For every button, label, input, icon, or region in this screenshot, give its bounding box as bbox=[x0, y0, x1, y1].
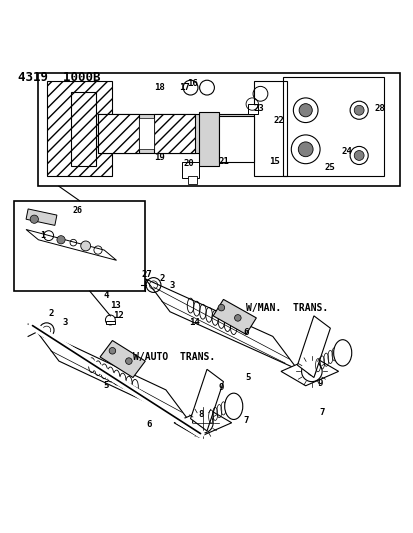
Bar bbox=[106, 321, 115, 324]
Text: 6: 6 bbox=[146, 421, 152, 429]
Text: W/MAN.  TRANS.: W/MAN. TRANS. bbox=[245, 303, 328, 313]
Text: 14: 14 bbox=[189, 318, 199, 327]
Bar bbox=[98, 115, 254, 154]
Circle shape bbox=[298, 103, 311, 117]
Circle shape bbox=[307, 367, 315, 375]
Bar bbox=[47, 82, 112, 176]
Text: 25: 25 bbox=[324, 163, 335, 172]
Polygon shape bbox=[26, 209, 57, 225]
Text: 4: 4 bbox=[103, 291, 109, 300]
Text: 23: 23 bbox=[252, 104, 263, 112]
Circle shape bbox=[81, 241, 90, 251]
Text: 7: 7 bbox=[243, 416, 248, 425]
Bar bbox=[153, 115, 194, 154]
Circle shape bbox=[105, 315, 115, 325]
Text: 26: 26 bbox=[72, 206, 82, 215]
Bar bbox=[71, 92, 96, 166]
Bar bbox=[254, 82, 287, 176]
Text: 18: 18 bbox=[154, 83, 165, 92]
Circle shape bbox=[354, 106, 363, 115]
Text: 20: 20 bbox=[183, 159, 193, 168]
Polygon shape bbox=[34, 328, 190, 423]
Text: W/AUTO  TRANS.: W/AUTO TRANS. bbox=[133, 352, 215, 362]
Polygon shape bbox=[213, 300, 256, 334]
Bar bbox=[182, 161, 198, 178]
Text: 21: 21 bbox=[218, 157, 228, 166]
Text: 5: 5 bbox=[245, 373, 250, 382]
Polygon shape bbox=[190, 369, 223, 431]
Text: 4319  1000B: 4319 1000B bbox=[18, 71, 100, 84]
Polygon shape bbox=[26, 230, 116, 260]
Text: 8: 8 bbox=[198, 410, 203, 419]
Circle shape bbox=[125, 358, 132, 365]
Text: 15: 15 bbox=[269, 157, 280, 166]
Bar bbox=[188, 176, 196, 184]
Circle shape bbox=[298, 142, 312, 157]
FancyBboxPatch shape bbox=[14, 201, 145, 291]
Bar bbox=[98, 115, 139, 154]
Ellipse shape bbox=[333, 340, 351, 366]
Text: 22: 22 bbox=[273, 116, 284, 125]
Text: 5: 5 bbox=[103, 381, 109, 390]
Circle shape bbox=[109, 348, 115, 354]
Polygon shape bbox=[145, 279, 297, 369]
Circle shape bbox=[30, 215, 38, 223]
Polygon shape bbox=[100, 341, 145, 377]
Ellipse shape bbox=[224, 393, 242, 419]
Text: 12: 12 bbox=[113, 311, 123, 320]
Circle shape bbox=[198, 418, 206, 427]
Polygon shape bbox=[174, 408, 231, 437]
Polygon shape bbox=[280, 357, 338, 386]
Text: 17: 17 bbox=[178, 83, 189, 92]
Text: 13: 13 bbox=[110, 301, 121, 310]
Text: 16: 16 bbox=[187, 79, 197, 88]
Polygon shape bbox=[297, 316, 330, 377]
Text: 3: 3 bbox=[169, 280, 174, 289]
Text: 7: 7 bbox=[319, 408, 324, 417]
Text: 9: 9 bbox=[218, 383, 223, 392]
Text: 27: 27 bbox=[142, 270, 152, 279]
Text: 1: 1 bbox=[40, 231, 45, 240]
Text: 2: 2 bbox=[159, 274, 164, 284]
Text: 6: 6 bbox=[243, 328, 248, 337]
Bar bbox=[247, 104, 258, 115]
Bar bbox=[282, 77, 383, 176]
Text: 3: 3 bbox=[62, 318, 68, 327]
Bar bbox=[198, 112, 219, 166]
Text: 2: 2 bbox=[48, 309, 53, 318]
Bar bbox=[139, 118, 153, 149]
Text: 28: 28 bbox=[373, 104, 384, 112]
Text: 19: 19 bbox=[154, 153, 165, 162]
Circle shape bbox=[234, 314, 240, 321]
Text: 9: 9 bbox=[317, 379, 322, 388]
Circle shape bbox=[57, 236, 65, 244]
FancyBboxPatch shape bbox=[38, 73, 399, 187]
Text: 24: 24 bbox=[341, 147, 351, 156]
Bar bbox=[219, 116, 254, 161]
Circle shape bbox=[354, 150, 363, 160]
Circle shape bbox=[218, 304, 224, 311]
